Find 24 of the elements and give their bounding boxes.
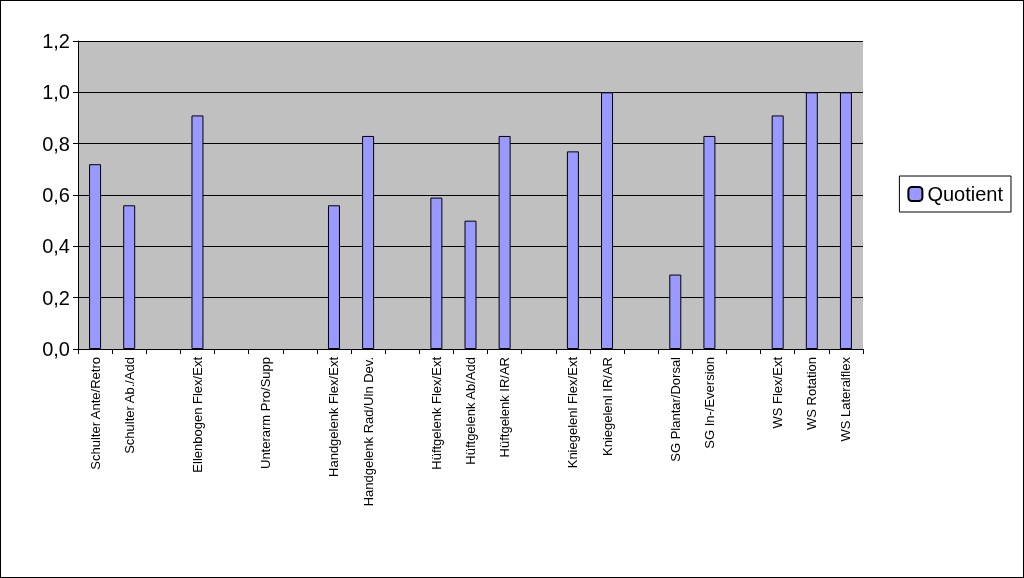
x-tick-label: Handgelenk Rad/Uln Dev. bbox=[360, 357, 376, 507]
y-tick-label: 0,2 bbox=[42, 286, 70, 309]
y-tick-label: 0,4 bbox=[42, 235, 70, 258]
x-tick-label: Ellenbogen Flex/Ext bbox=[189, 356, 205, 473]
x-tick-label: Kniegelenl Flex/Ext bbox=[565, 356, 581, 469]
x-tick-label: Hüftgelenk IR/AR bbox=[497, 357, 513, 458]
x-tick-label: Kniegelenl IR/AR bbox=[599, 357, 615, 456]
y-tick-label: 0,0 bbox=[42, 338, 70, 360]
x-tick-label: Schulter Ab./Add bbox=[121, 357, 137, 454]
x-tick-label: SG In-/Eversion bbox=[701, 357, 717, 449]
x-tick-label: WS Flex/Ext bbox=[770, 356, 786, 429]
x-tick-label: SG Plantar/Dorsal bbox=[667, 356, 683, 462]
legend-label: Quotient bbox=[927, 183, 1004, 205]
x-tick-label: Handgelenk Flex/Ext bbox=[326, 356, 342, 477]
y-tick-label: 1,0 bbox=[42, 81, 70, 104]
x-tick-label: Unterarm Pro/Supp bbox=[258, 357, 274, 469]
x-tick-label: WS Rotation bbox=[804, 357, 820, 430]
y-tick-label: 1,2 bbox=[42, 30, 70, 52]
x-tick-label: Hüftgelenk Flex/Ext bbox=[428, 356, 444, 470]
y-tick-label: 0,6 bbox=[42, 184, 70, 206]
x-tick-label: WS Lateralflex bbox=[838, 356, 854, 442]
y-tick-label: 0,8 bbox=[42, 132, 70, 155]
x-tick-label: Hüftgelenk Ab/Add bbox=[463, 357, 478, 465]
x-tick-label: Schulter Ante/Retro bbox=[87, 357, 103, 470]
